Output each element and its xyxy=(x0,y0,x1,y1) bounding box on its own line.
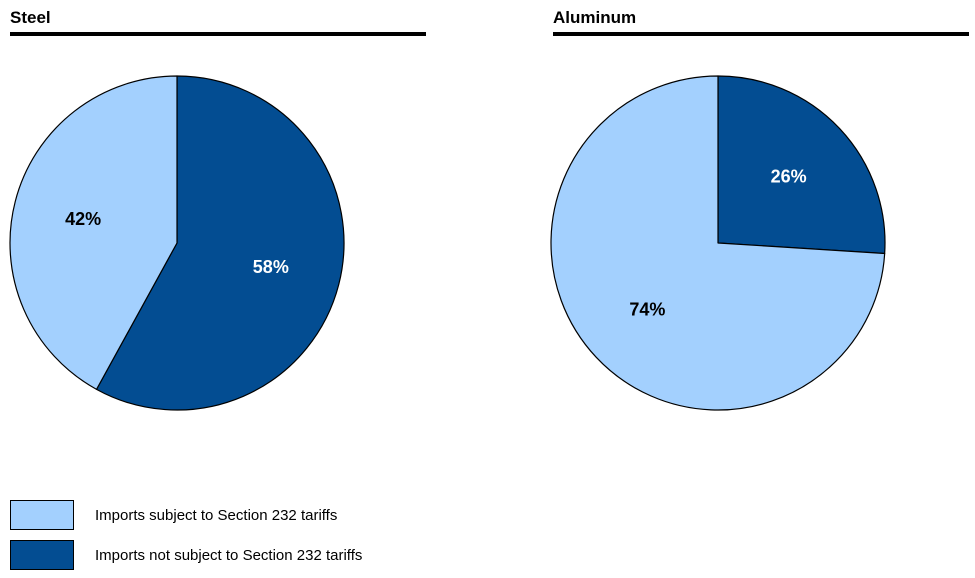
steel-slice-label-1: 42% xyxy=(65,209,101,229)
steel-title-rule xyxy=(10,32,426,36)
legend-item-not-subject: Imports not subject to Section 232 tarif… xyxy=(10,538,362,572)
legend-item-subject: Imports subject to Section 232 tariffs xyxy=(10,498,362,532)
legend: Imports subject to Section 232 tariffs I… xyxy=(10,498,362,578)
aluminum-slice-0 xyxy=(717,75,886,255)
steel-slice-0 xyxy=(95,75,345,411)
aluminum-chart-title: Aluminum xyxy=(553,8,637,27)
aluminum-slice-label-0: 26% xyxy=(771,167,807,187)
aluminum-slice-1 xyxy=(550,75,886,411)
aluminum-title-rule xyxy=(553,32,969,36)
legend-swatch-not-subject xyxy=(10,540,74,570)
legend-label-not-subject: Imports not subject to Section 232 tarif… xyxy=(95,546,363,564)
steel-slice-label-0: 58% xyxy=(253,257,289,277)
steel-pie-chart: 58% 42% xyxy=(9,75,345,411)
steel-slice-1 xyxy=(9,75,178,390)
legend-swatch-subject xyxy=(10,500,74,530)
aluminum-slice-label-1: 74% xyxy=(629,299,665,319)
steel-chart-title: Steel xyxy=(10,8,51,27)
legend-label-subject: Imports subject to Section 232 tariffs xyxy=(95,506,338,524)
aluminum-pie-chart: 26% 74% xyxy=(550,75,886,411)
